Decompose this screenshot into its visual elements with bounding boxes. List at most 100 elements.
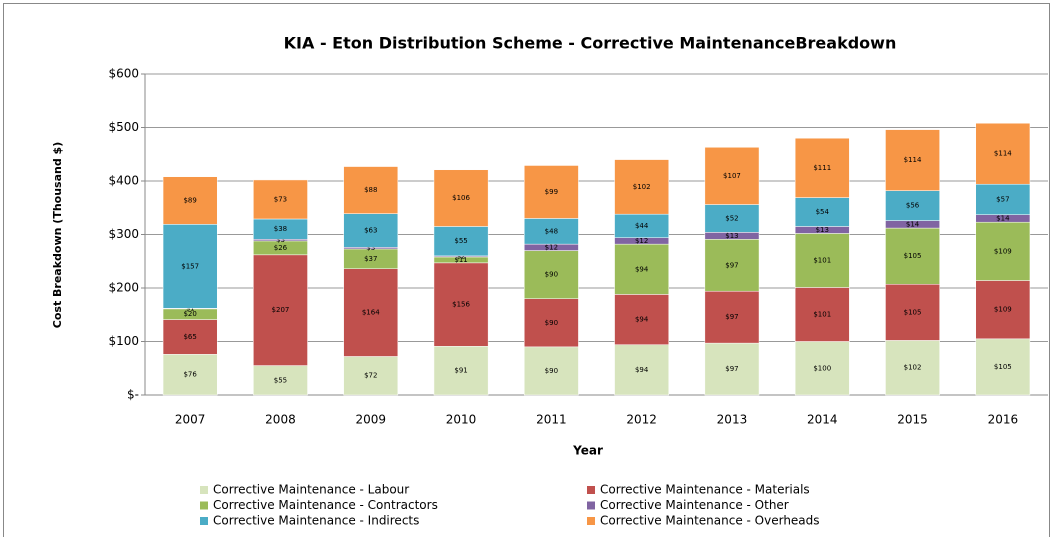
value-label: $105 — [994, 363, 1012, 371]
value-label: $114 — [904, 156, 922, 164]
value-label: $109 — [994, 306, 1012, 314]
bar-segment — [704, 204, 760, 233]
value-label: $14 — [906, 220, 920, 228]
bar-segment — [794, 197, 850, 227]
chart-title: KIA - Eton Distribution Scheme - Correct… — [284, 34, 897, 53]
x-tick-label: 2016 — [988, 413, 1019, 427]
bar-segment — [343, 213, 399, 248]
legend-swatch — [587, 501, 595, 510]
legend-swatch — [200, 486, 208, 494]
value-label: $105 — [904, 308, 922, 316]
bar-segment — [524, 298, 579, 348]
y-tick-label: $- — [127, 388, 139, 402]
bar-segment — [614, 294, 669, 345]
bar-segment — [343, 268, 399, 357]
legend-label: Corrective Maintenance - Other — [600, 498, 789, 512]
value-label: $3 — [276, 236, 285, 244]
value-label: $2 — [457, 252, 466, 260]
value-label: $72 — [364, 372, 377, 380]
value-label: $90 — [545, 319, 558, 327]
bar-segment — [704, 239, 760, 292]
bar-segment — [885, 284, 940, 341]
value-label: $3 — [366, 244, 375, 252]
bar-segment — [343, 166, 399, 214]
bar-segment — [614, 159, 669, 215]
legend-label: Corrective Maintenance - Contractors — [213, 498, 438, 512]
value-label: $101 — [813, 310, 831, 318]
value-label: $94 — [635, 265, 649, 273]
value-label: $54 — [816, 208, 830, 216]
value-label: $90 — [545, 367, 558, 375]
x-tick-label: 2011 — [536, 413, 567, 427]
x-tick-label: 2010 — [446, 413, 477, 427]
value-label: $56 — [906, 202, 920, 210]
value-label: $63 — [364, 226, 377, 234]
bar-segment — [253, 254, 308, 366]
bar-segment — [524, 346, 579, 396]
x-tick-label: 2015 — [897, 413, 928, 427]
value-label: $97 — [725, 365, 738, 373]
legend-label: Corrective Maintenance - Indirects — [213, 514, 419, 528]
y-tick-label: $500 — [108, 120, 139, 134]
value-label: $90 — [545, 271, 558, 279]
y-tick-label: $100 — [108, 334, 139, 348]
value-label: $100 — [813, 364, 831, 372]
y-axis-label: Cost Breakdown (Thousand $) — [51, 142, 64, 328]
bar-segment — [975, 122, 1031, 185]
bar-segment — [433, 346, 489, 396]
value-label: $12 — [635, 237, 648, 245]
bar-segment — [885, 190, 940, 221]
value-label: $94 — [635, 366, 649, 374]
bar-segment — [975, 183, 1031, 215]
x-tick-label: 2013 — [717, 413, 748, 427]
value-label: $11 — [454, 256, 467, 264]
legend-swatch — [587, 517, 595, 525]
bar-segment — [794, 233, 850, 288]
value-label: $91 — [454, 367, 467, 375]
value-label: $13 — [725, 232, 738, 240]
value-label: $101 — [813, 256, 831, 264]
value-label: $207 — [272, 306, 290, 314]
x-axis-label: Year — [572, 444, 603, 458]
value-label: $106 — [452, 194, 470, 202]
value-label: $157 — [181, 262, 199, 270]
value-label: $88 — [364, 186, 377, 194]
y-tick-label: $200 — [108, 281, 139, 295]
legend-swatch — [200, 501, 208, 510]
value-label: $97 — [725, 313, 738, 321]
value-label: $52 — [725, 214, 738, 222]
bar-segment — [794, 287, 850, 342]
bar-segment — [885, 227, 940, 285]
bar-segment — [794, 137, 850, 198]
value-label: $57 — [996, 195, 1009, 203]
bar-segment — [253, 179, 308, 220]
bar-segment — [253, 365, 308, 396]
bar-segment — [433, 262, 489, 347]
value-label: $14 — [996, 214, 1010, 222]
bar-segment — [162, 224, 218, 309]
value-label: $102 — [904, 364, 922, 372]
bar-segment — [975, 221, 1031, 281]
value-label: $1 — [186, 305, 195, 313]
bar-segment — [704, 147, 760, 205]
y-tick-label: $600 — [108, 67, 139, 81]
bar-segment — [524, 250, 579, 299]
value-label: $111 — [813, 164, 831, 172]
value-label: $55 — [274, 376, 287, 384]
bar-segment — [162, 354, 218, 396]
bar-segment — [433, 169, 489, 227]
value-label: $102 — [633, 183, 651, 191]
bar-segment — [614, 243, 669, 295]
value-label: $44 — [635, 222, 649, 230]
bar-segment — [343, 356, 399, 396]
legend-swatch — [200, 517, 208, 525]
value-label: $73 — [274, 195, 287, 203]
legend-label: Corrective Maintenance - Labour — [213, 483, 409, 497]
bar-segment — [162, 319, 218, 355]
bar-segment — [975, 280, 1031, 340]
bar-segment — [794, 341, 850, 396]
value-label: $38 — [274, 225, 287, 233]
value-label: $13 — [816, 226, 829, 234]
value-label: $99 — [545, 188, 558, 196]
bar-segment — [433, 226, 489, 257]
